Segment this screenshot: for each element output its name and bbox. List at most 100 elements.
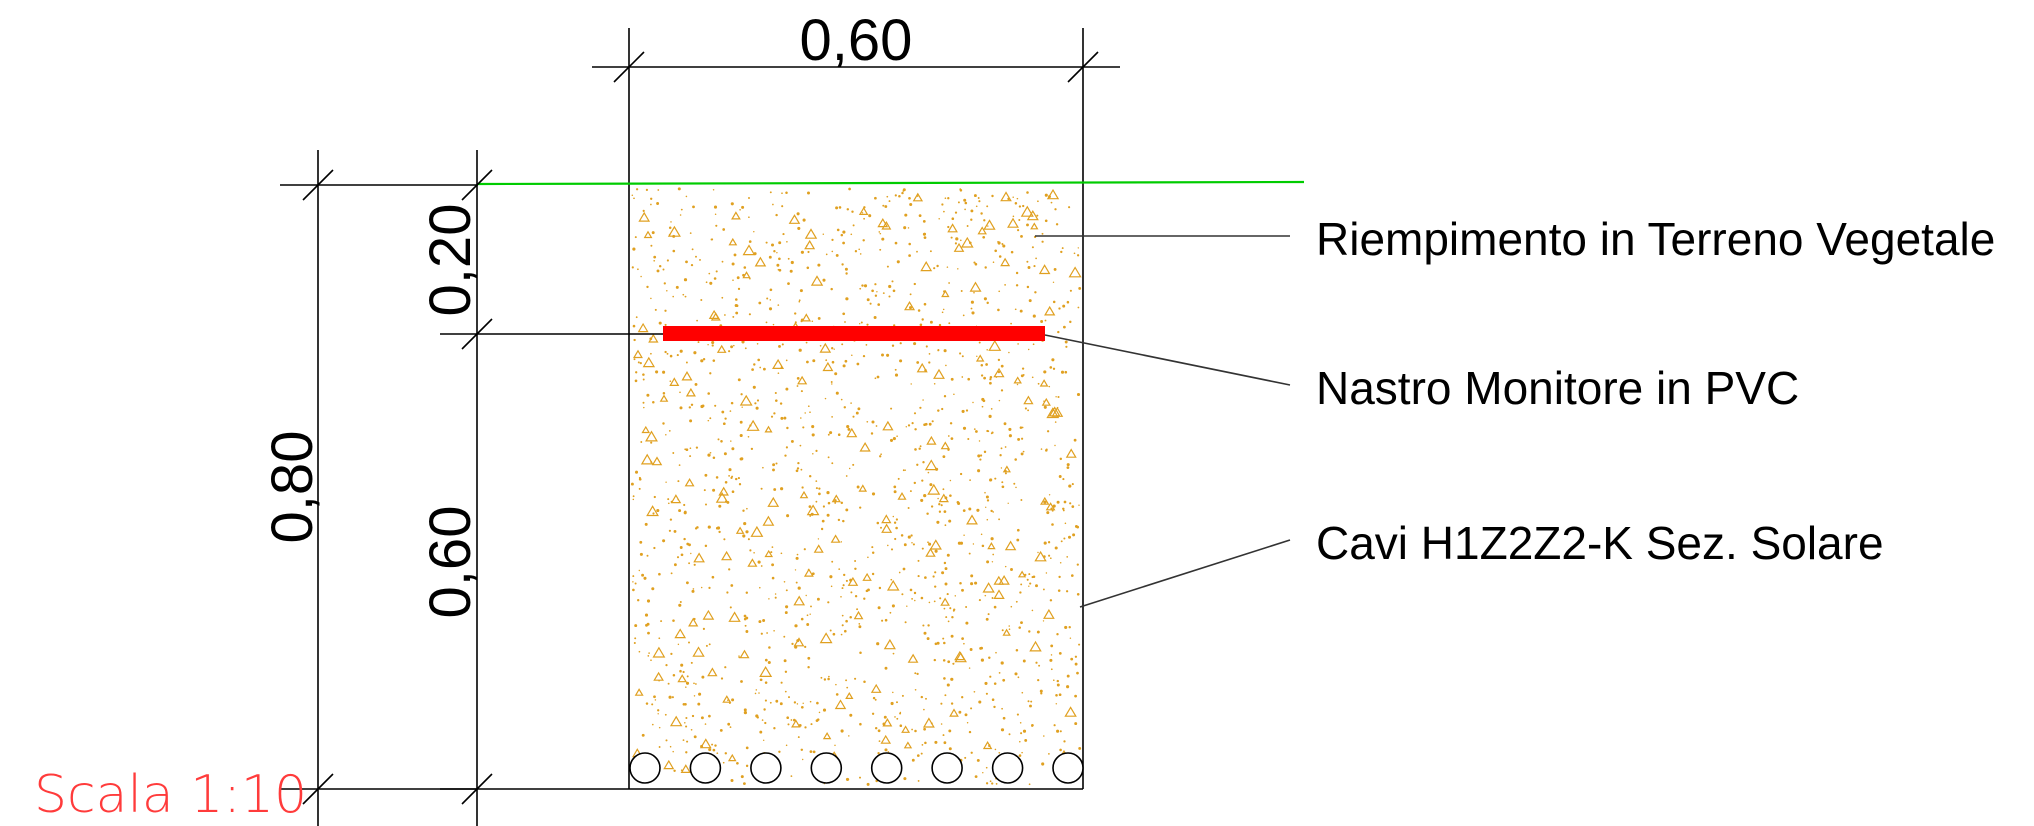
soil-dot (723, 538, 726, 541)
soil-dot (711, 743, 714, 746)
soil-dot (828, 675, 830, 678)
soil-grain (853, 610, 864, 620)
soil-dot (672, 295, 674, 298)
soil-dot (871, 289, 874, 293)
soil-dot (693, 735, 697, 739)
soil-dot (923, 423, 926, 427)
soil-grain (927, 483, 941, 495)
soil-dot (712, 359, 716, 362)
soil-dot (708, 272, 711, 275)
soil-dot (737, 477, 740, 480)
soil-dot (1017, 437, 1021, 441)
soil-dot (806, 266, 810, 270)
soil-dot (770, 415, 774, 418)
soil-dot (916, 361, 920, 364)
soil-grain (1046, 188, 1060, 200)
soil-dot (848, 735, 850, 737)
soil-dot (671, 696, 674, 699)
soil-dot (993, 705, 996, 709)
soil-dot (753, 552, 755, 554)
soil-dot (1053, 724, 1056, 727)
soil-dot (934, 585, 937, 588)
soil-dot (1061, 247, 1064, 250)
soil-dot (924, 741, 927, 745)
soil-dot (869, 302, 872, 305)
soil-dot (652, 512, 655, 515)
soil-dot (1055, 396, 1057, 398)
soil-dot (739, 433, 743, 438)
soil-dot (886, 353, 890, 357)
soil-dot (776, 252, 778, 254)
soil-dot (795, 581, 798, 584)
soil-dot (835, 253, 839, 257)
soil-dot (1033, 265, 1036, 268)
soil-dot (1043, 500, 1047, 504)
soil-dot (634, 236, 637, 239)
soil-dot (632, 495, 635, 498)
soil-dot (946, 553, 950, 557)
soil-dot (877, 729, 881, 733)
soil-dot (1037, 200, 1039, 203)
soil-dot (990, 432, 993, 435)
soil-dot (632, 575, 635, 578)
soil-dot (744, 347, 747, 350)
soil-dot (854, 567, 857, 571)
soil-dot (835, 391, 839, 395)
soil-dot (986, 518, 989, 521)
soil-dot (1050, 201, 1053, 204)
soil-dot (730, 476, 733, 479)
soil-grain (858, 206, 869, 215)
soil-dot (1069, 289, 1072, 292)
soil-dot (914, 599, 916, 602)
soil-dot (840, 596, 842, 598)
soil-dot (970, 209, 974, 213)
soil-dot (1002, 678, 1006, 682)
soil-dot (994, 249, 997, 253)
soil-dot (687, 641, 691, 644)
soil-grain (739, 649, 750, 659)
soil-dot (970, 751, 973, 754)
soil-dot (811, 425, 815, 429)
soil-grain (947, 223, 958, 233)
soil-dot (807, 656, 811, 660)
soil-dot (922, 220, 926, 223)
soil-dot (679, 546, 683, 549)
soil-dot (766, 632, 768, 634)
soil-dot (989, 378, 992, 381)
soil-dot (773, 488, 777, 491)
soil-dot (817, 538, 820, 540)
soil-dot (697, 702, 701, 706)
soil-dot (919, 323, 923, 327)
soil-dot (909, 202, 913, 207)
soil-dot (685, 716, 688, 720)
soil-dot (911, 728, 913, 731)
soil-dot (1032, 575, 1036, 578)
soil-dot (922, 624, 925, 627)
soil-grain (634, 688, 644, 696)
soil-dot (880, 526, 882, 529)
soil-dot (1041, 232, 1044, 235)
soil-dot (760, 487, 763, 490)
soil-dot (980, 454, 983, 457)
soil-dot (868, 214, 872, 218)
soil-dot (1004, 284, 1006, 286)
soil-dot (1059, 561, 1062, 564)
soil-dot (899, 342, 902, 345)
soil-grain (938, 493, 949, 503)
soil-grain (637, 322, 649, 333)
soil-dot (634, 624, 638, 628)
soil-dot (632, 324, 636, 328)
soil-dot (811, 572, 815, 576)
soil-dot (827, 677, 830, 681)
soil-dot (949, 494, 952, 497)
soil-dot (831, 383, 833, 385)
soil-dot (991, 597, 994, 599)
soil-dot (1062, 478, 1065, 481)
soil-dot (917, 309, 921, 312)
soil-dot (1051, 358, 1055, 362)
soil-grain (925, 547, 936, 557)
soil-dot (973, 291, 975, 294)
soil-dot (714, 744, 717, 747)
soil-dot (914, 688, 917, 691)
soil-dot (723, 452, 727, 456)
